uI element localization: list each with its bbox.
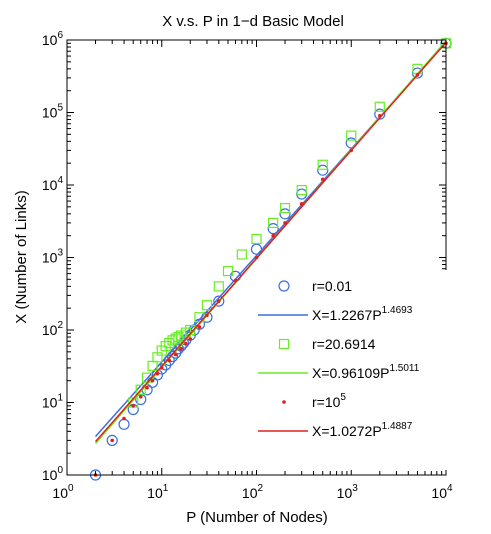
y-tick-label: 103	[42, 248, 64, 266]
data-point-r1e5	[173, 352, 178, 357]
legend-label-r001: r=0.01	[312, 278, 352, 294]
legend-label-fit001: X=1.2267P1.4693	[312, 305, 413, 323]
legend-marker-r1e5	[282, 400, 286, 404]
legend-label-text: r=10	[312, 394, 341, 410]
data-point-r206914	[251, 233, 262, 245]
legend-marker-r001	[278, 280, 290, 292]
legend-box	[252, 270, 448, 470]
data-point-r001	[279, 208, 291, 220]
data-point-r1e5	[122, 416, 126, 421]
data-point-r001	[374, 108, 386, 120]
x-tick-label: 103	[337, 483, 359, 501]
data-point-r1e5	[110, 438, 115, 443]
data-point-r1e5	[188, 337, 193, 341]
legend-label-text: r=20.6914	[312, 336, 376, 352]
legend-label-superscript: 5	[340, 392, 346, 403]
data-point-r206914	[135, 384, 146, 395]
x-tick-label-base: 10	[337, 485, 353, 501]
plot-area	[89, 37, 452, 481]
x-tick-label: 102	[242, 483, 264, 501]
legend-label-superscript: 1.4887	[382, 421, 413, 432]
data-point-r1e5	[150, 378, 155, 383]
data-point-r001	[106, 434, 118, 447]
legend-label-superscript: 1.4693	[382, 305, 413, 316]
x-axis-label: P (Number of Nodes)	[186, 509, 327, 526]
y-tick-label-base: 10	[42, 250, 58, 266]
chart-title: X v.s. P in 1−d Basic Model	[162, 13, 344, 30]
legend-label-r1e5: r=105	[312, 392, 346, 410]
data-point-r1e5	[320, 177, 325, 182]
data-point-r1e5	[184, 341, 188, 346]
y-tick-label: 104	[42, 175, 64, 193]
data-point-r206914	[268, 217, 279, 229]
data-point-r206914	[374, 101, 385, 112]
y-tick-label-exponent: 6	[57, 30, 63, 41]
data-point-r001	[317, 164, 329, 176]
y-tick-label: 100	[42, 465, 64, 483]
data-point-r206914	[279, 203, 291, 214]
y-tick-label-base: 10	[42, 105, 58, 121]
x-tick-label-exponent: 1	[163, 483, 169, 494]
x-tick-label: 104	[431, 483, 453, 501]
x-tick-label-exponent: 0	[68, 483, 74, 494]
data-point-r206914	[201, 300, 213, 311]
y-tick-label-base: 10	[42, 467, 58, 483]
data-point-r001	[213, 295, 225, 307]
y-tick-label-base: 10	[42, 322, 58, 338]
y-tick-label: 106	[42, 30, 64, 48]
legend-label-text: X=1.0272P	[312, 423, 382, 439]
data-point-r206914	[317, 159, 328, 170]
data-point-r1e5	[145, 385, 149, 390]
legend-label-text: X=0.96109P	[312, 365, 389, 381]
data-point-r001	[163, 354, 175, 367]
legend: r=0.01 X=1.2267P1.4693 r=20.6914 X=0.96109P…	[252, 270, 448, 470]
y-tick-label-exponent: 3	[57, 248, 63, 259]
y-axis-label: X (Number of Links)	[13, 190, 30, 323]
data-point-r206914	[222, 265, 234, 277]
x-tick-label-base: 10	[242, 485, 258, 501]
x-tick-label: 100	[52, 483, 74, 501]
data-point-r206914	[296, 185, 307, 196]
y-tick-label: 101	[42, 393, 64, 411]
data-point-r206914	[160, 340, 171, 352]
legend-label-fit206914: X=0.96109P1.5011	[312, 363, 420, 381]
y-tick-label: 105	[42, 103, 64, 121]
y-tick-label-exponent: 2	[57, 320, 63, 331]
x-tick-label: 101	[147, 483, 169, 501]
data-point-r001	[267, 223, 279, 235]
legend-label-fit1e5: X=1.0272P1.4887	[312, 421, 413, 439]
data-point-r206914	[213, 281, 224, 292]
data-point-r206914	[236, 249, 247, 260]
data-point-r1e5	[179, 347, 183, 351]
y-tick-label-base: 10	[42, 177, 58, 193]
data-point-r206914	[170, 333, 181, 344]
y-tick-label-exponent: 1	[57, 393, 63, 404]
y-tick-label-exponent: 4	[57, 175, 63, 186]
x-tick-label-exponent: 2	[258, 483, 264, 494]
legend-marker-r206914	[278, 338, 290, 350]
legend-label-text: r=0.01	[312, 278, 352, 294]
legend-label-text: X=1.2267P	[312, 307, 382, 323]
y-tick-label-exponent: 0	[57, 465, 63, 476]
y-tick-label-base: 10	[42, 395, 58, 411]
x-tick-label-base: 10	[52, 485, 68, 501]
legend-label-superscript: 1.5011	[389, 363, 419, 374]
x-tick-label-exponent: 4	[447, 483, 453, 494]
data-point-r206914	[346, 130, 357, 141]
data-point-r1e5	[131, 404, 136, 408]
x-tick-label-exponent: 3	[352, 483, 358, 494]
data-point-r1e5	[197, 325, 202, 329]
legend-label-r206914: r=20.6914	[312, 336, 376, 352]
x-tick-label-base: 10	[147, 485, 163, 501]
data-point-r1e5	[138, 394, 143, 399]
y-tick-label-base: 10	[42, 32, 58, 48]
y-tick-label: 102	[42, 320, 64, 338]
x-tick-label-base: 10	[431, 485, 447, 501]
fit-line-fit1e5	[94, 41, 447, 443]
data-point-r1e5	[271, 233, 275, 238]
y-tick-label-exponent: 5	[57, 103, 63, 114]
